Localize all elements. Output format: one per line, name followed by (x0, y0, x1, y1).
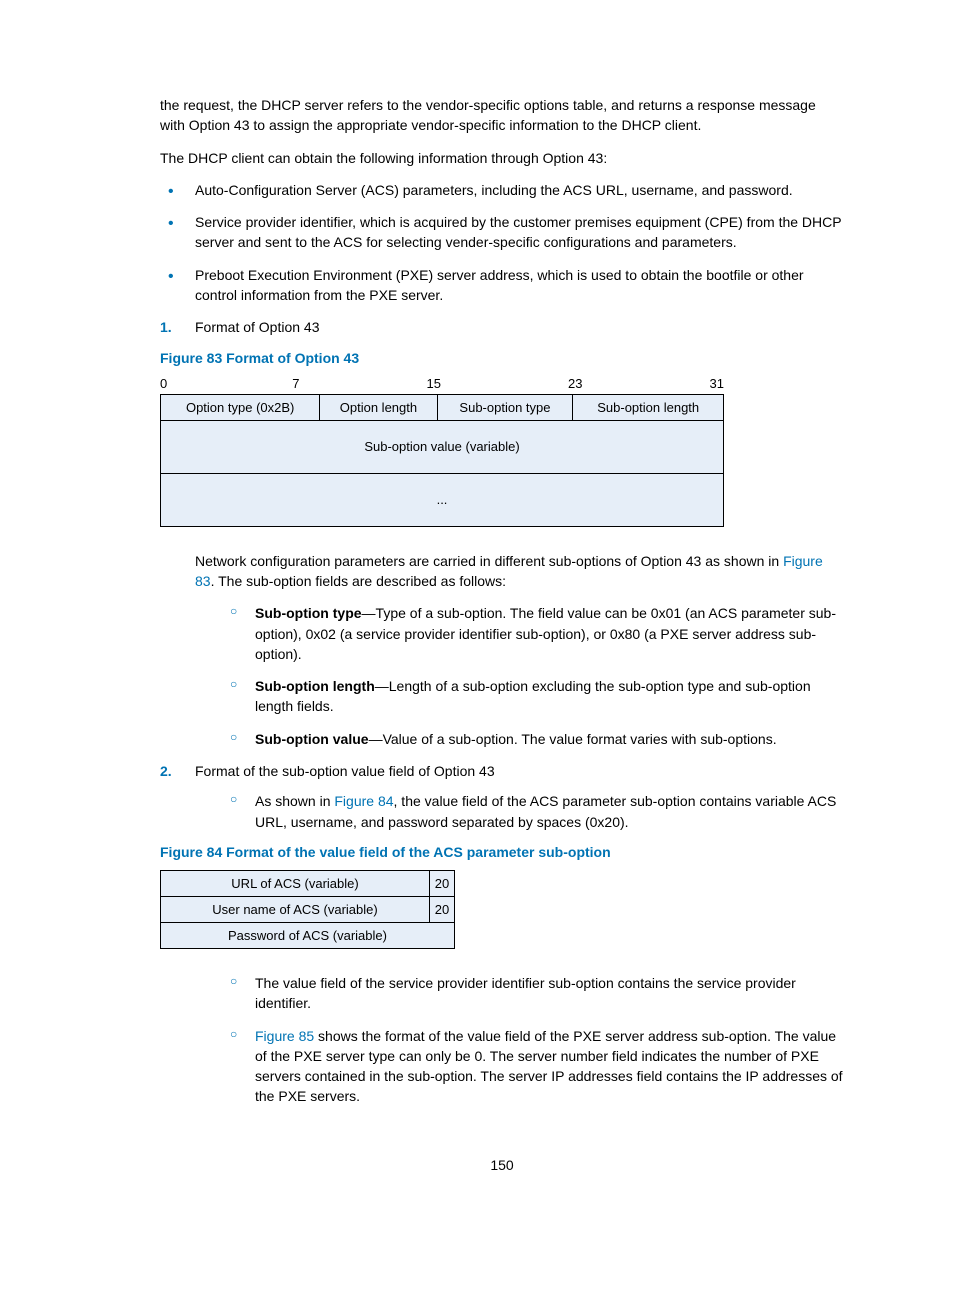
bit-ruler: 0 7 15 23 31 (160, 376, 724, 391)
figure-84: URL of ACS (variable) 20 User name of AC… (160, 870, 844, 949)
item-number: 2. (160, 761, 172, 781)
cell-suboption-length: Sub-option length (573, 394, 724, 420)
after-fig84-list: The value field of the service provider … (195, 973, 844, 1107)
def-label: Sub-option type (255, 605, 362, 621)
numbered-item-1: 1. Format of Option 43 (160, 317, 844, 337)
numbered-item-2: 2. Format of the sub-option value field … (160, 761, 844, 832)
cell-suboption-type: Sub-option type (437, 394, 573, 420)
document-page: the request, the DHCP server refers to t… (0, 0, 954, 1233)
after84-item-2: Figure 85 shows the format of the value … (195, 1026, 844, 1107)
bit-label: 23 (443, 376, 585, 391)
after-figure-84-block: The value field of the service provider … (160, 973, 844, 1107)
numbered-list-2: 2. Format of the sub-option value field … (160, 761, 844, 832)
def-suboption-value: Sub-option value—Value of a sub-option. … (195, 729, 844, 749)
def-label: Sub-option length (255, 678, 375, 694)
text-run: shows the format of the value field of t… (255, 1028, 843, 1105)
text-run: As shown in (255, 793, 334, 809)
cell-acs-username: User name of ACS (variable) (161, 896, 430, 922)
def-text: —Value of a sub-option. The value format… (369, 731, 777, 747)
info-bullet-list: Auto-Configuration Server (ACS) paramete… (160, 180, 844, 305)
cell-sep-20: 20 (430, 870, 455, 896)
cell-option-length: Option length (320, 394, 437, 420)
item2-subitem: As shown in Figure 84, the value field o… (195, 791, 844, 832)
page-number: 150 (160, 1157, 844, 1173)
def-label: Sub-option value (255, 731, 369, 747)
item2-sublist: As shown in Figure 84, the value field o… (195, 791, 844, 832)
def-suboption-type: Sub-option type—Type of a sub-option. Th… (195, 603, 844, 664)
figure-83: 0 7 15 23 31 Option type (0x2B) Option l… (160, 376, 844, 527)
text-run: Network configuration parameters are car… (195, 553, 783, 569)
figure-84-link[interactable]: Figure 84 (334, 793, 393, 809)
numbered-list: 1. Format of Option 43 (160, 317, 844, 337)
bullet-item: Auto-Configuration Server (ACS) paramete… (160, 180, 844, 200)
suboption-definitions: Sub-option type—Type of a sub-option. Th… (195, 603, 844, 749)
bullet-item: Service provider identifier, which is ac… (160, 212, 844, 253)
text-run: . The sub-option fields are described as… (211, 573, 506, 589)
cell-sep-20: 20 (430, 896, 455, 922)
figure-85-link[interactable]: Figure 85 (255, 1028, 314, 1044)
after-figure-83-block: Network configuration parameters are car… (160, 551, 844, 749)
cell-acs-password: Password of ACS (variable) (161, 922, 455, 948)
figure-84-caption: Figure 84 Format of the value field of t… (160, 844, 844, 860)
bit-label: 31 (585, 376, 725, 391)
item-text: Format of Option 43 (195, 319, 320, 335)
def-suboption-length: Sub-option length—Length of a sub-option… (195, 676, 844, 717)
after-fig83-paragraph: Network configuration parameters are car… (195, 551, 844, 592)
bit-label: 7 (162, 376, 302, 391)
figure-84-table: URL of ACS (variable) 20 User name of AC… (160, 870, 455, 949)
cell-option-type: Option type (0x2B) (161, 394, 320, 420)
figure-83-table: Option type (0x2B) Option length Sub-opt… (160, 394, 724, 527)
after84-item-1: The value field of the service provider … (195, 973, 844, 1014)
figure-83-caption: Figure 83 Format of Option 43 (160, 350, 844, 366)
bit-label: 15 (302, 376, 444, 391)
bullet-item: Preboot Execution Environment (PXE) serv… (160, 265, 844, 306)
item-text: Format of the sub-option value field of … (195, 763, 495, 779)
intro-paragraph-2: The DHCP client can obtain the following… (160, 148, 844, 168)
cell-suboption-value: Sub-option value (variable) (161, 420, 724, 473)
cell-ellipsis: ... (161, 473, 724, 526)
intro-paragraph-1: the request, the DHCP server refers to t… (160, 95, 844, 136)
cell-acs-url: URL of ACS (variable) (161, 870, 430, 896)
item-number: 1. (160, 317, 172, 337)
